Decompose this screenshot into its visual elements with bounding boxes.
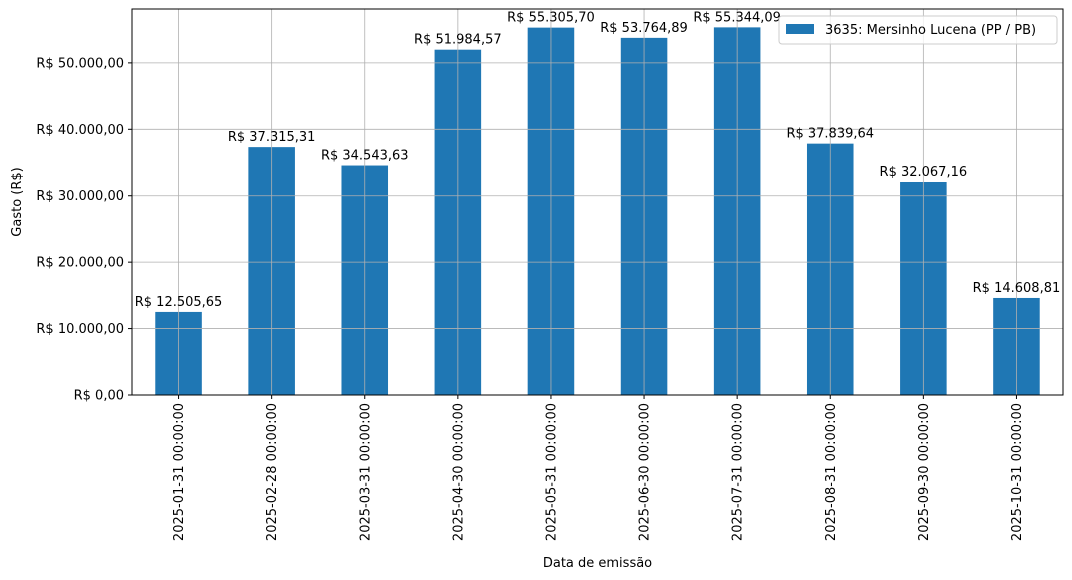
- plot-frame: [131, 8, 1064, 396]
- grid-lines: [132, 9, 1063, 396]
- y-tick-label: R$ 50.000,00: [36, 56, 124, 71]
- bars: [155, 27, 1040, 395]
- y-tick-label: R$ 30.000,00: [36, 189, 124, 204]
- data-label: R$ 55.344,09: [693, 10, 781, 25]
- y-axis-label: Gasto (R$): [10, 167, 25, 236]
- data-label: R$ 51.984,57: [414, 33, 502, 48]
- data-label: R$ 55.305,70: [507, 11, 595, 26]
- x-tick-label: 2025-01-31 00:00:00: [172, 403, 187, 541]
- x-tick-label: 2025-06-30 00:00:00: [638, 403, 653, 541]
- legend-box: [778, 15, 1058, 45]
- x-axis-label: Data de emissão: [543, 556, 652, 571]
- legend: 3635: Mersinho Lucena (PP / PB): [778, 15, 1058, 45]
- x-tick-label: 2025-05-31 00:00:00: [544, 403, 559, 541]
- data-label: R$ 32.067,16: [880, 165, 968, 180]
- y-tick-label: R$ 0,00: [74, 389, 124, 404]
- legend-entry: 3635: Mersinho Lucena (PP / PB): [825, 23, 1036, 38]
- x-tick-label: 2025-08-31 00:00:00: [824, 403, 839, 541]
- data-label: R$ 37.315,31: [228, 130, 316, 145]
- x-axis-ticks: 2025-01-31 00:00:00 2025-02-28 00:00:00 20…: [172, 395, 1025, 541]
- x-tick-label: 2025-04-30 00:00:00: [451, 403, 466, 541]
- data-labels: R$ 12.505,65 R$ 37.315,31 R$ 34.543,63 R$ 5…: [135, 10, 1061, 310]
- y-tick-label: R$ 10.000,00: [36, 322, 124, 337]
- x-tick-label: 2025-07-31 00:00:00: [731, 403, 746, 541]
- x-tick-label: 2025-03-31 00:00:00: [358, 403, 373, 541]
- x-tick-label: 2025-09-30 00:00:00: [917, 403, 932, 541]
- data-label: R$ 53.764,89: [600, 21, 688, 36]
- legend-swatch: [786, 24, 814, 34]
- data-label: R$ 12.505,65: [135, 295, 223, 310]
- data-label: R$ 14.608,81: [973, 281, 1061, 296]
- data-label: R$ 37.839,64: [786, 127, 874, 142]
- data-label: R$ 34.543,63: [321, 149, 409, 164]
- y-tick-label: R$ 40.000,00: [36, 123, 124, 138]
- y-tick-label: R$ 20.000,00: [36, 256, 124, 271]
- y-axis-ticks: R$ 0,00 R$ 10.000,00 R$ 20.000,00 R$ 30.000…: [36, 56, 132, 404]
- x-tick-label: 2025-10-31 00:00:00: [1010, 403, 1025, 541]
- x-tick-label: 2025-02-28 00:00:00: [265, 403, 280, 541]
